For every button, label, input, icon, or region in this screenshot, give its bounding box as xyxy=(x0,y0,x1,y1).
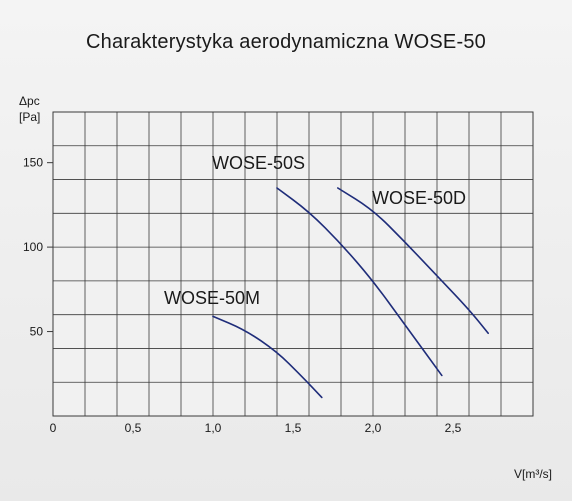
series-line-wose-50m xyxy=(212,315,323,399)
y-axis-unit: [Pa] xyxy=(19,110,40,124)
plot-area xyxy=(53,112,533,416)
x-tick-label: 0 xyxy=(50,421,57,435)
plot-frame xyxy=(52,111,534,417)
chart-title: Charakterystyka aerodynamiczna WOSE-50 xyxy=(86,31,486,53)
series-line-wose-50s xyxy=(276,187,443,377)
x-tick-label: 1,5 xyxy=(285,421,302,435)
series-label-wose-50m: WOSE-50M xyxy=(164,288,260,308)
y-tick-label: 100 xyxy=(23,240,43,254)
y-tick-label: 50 xyxy=(30,325,44,339)
series-line-wose-50d xyxy=(337,187,489,335)
series-label-wose-50d: WOSE-50D xyxy=(372,188,466,208)
x-tick-label: 2,0 xyxy=(365,421,382,435)
series-label-wose-50s: WOSE-50S xyxy=(212,153,305,173)
y-tick-label: 150 xyxy=(23,156,43,170)
x-axis-label: V[m³/s] xyxy=(514,467,552,481)
x-tick-label: 0,5 xyxy=(125,421,142,435)
x-tick-label: 2,5 xyxy=(445,421,462,435)
x-tick-label: 1,0 xyxy=(205,421,222,435)
y-axis-label: Δpc xyxy=(19,94,40,108)
